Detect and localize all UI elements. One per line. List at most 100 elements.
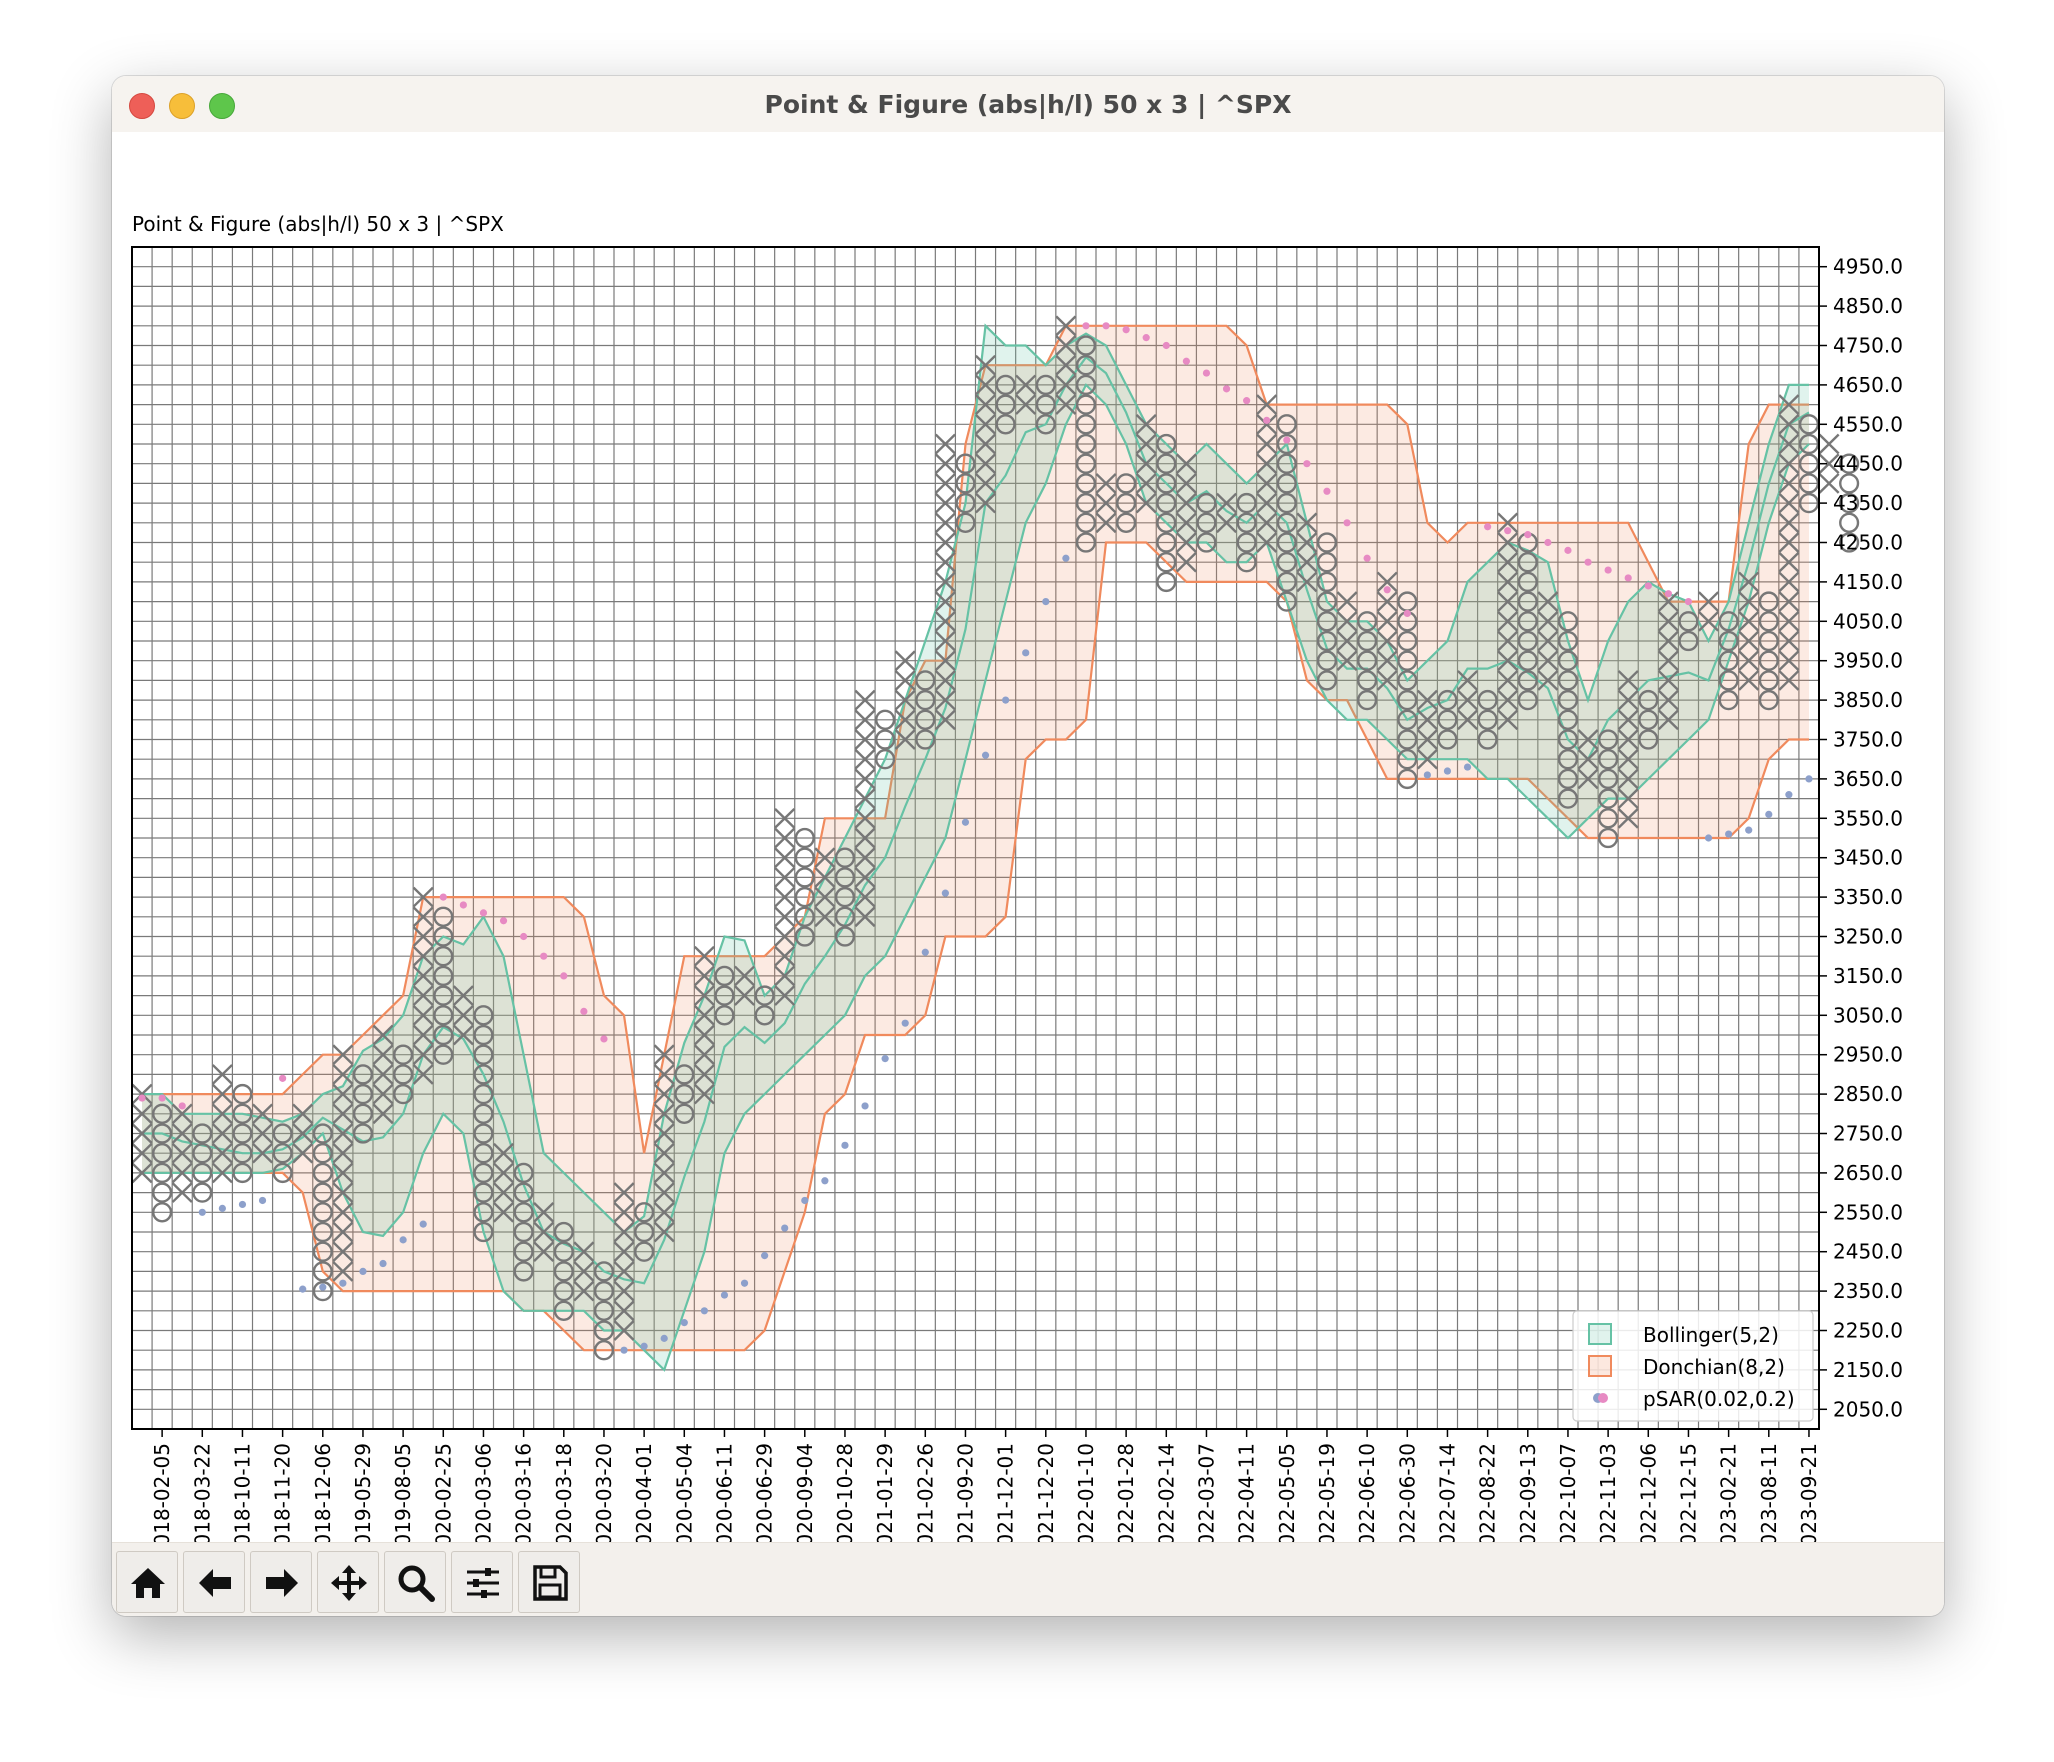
- o-mark: [1075, 374, 1097, 396]
- y-tick-label: 3450.0: [1833, 846, 1903, 870]
- psar-dot: [1303, 460, 1311, 468]
- y-tick-label: 2350.0: [1833, 1279, 1903, 1303]
- legend-label: pSAR(0.02,0.2): [1643, 1387, 1795, 1411]
- o-mark: [1156, 571, 1177, 593]
- x-mark: [774, 906, 796, 928]
- home-button[interactable]: [116, 1551, 178, 1613]
- x-mark: [975, 394, 997, 415]
- x-mark: [131, 1162, 153, 1184]
- x-mark: [1296, 532, 1318, 553]
- psar-dot: [1725, 830, 1733, 838]
- x-mark: [1055, 335, 1077, 356]
- x-mark: [131, 1123, 153, 1144]
- x-mark: [1175, 512, 1197, 534]
- configure-subplots-button[interactable]: [451, 1551, 513, 1613]
- x-tick-label: 2022-12-15: [1676, 1443, 1700, 1542]
- x-mark: [332, 1103, 354, 1125]
- psar-dot: [499, 917, 508, 925]
- y-tick-label: 3750.0: [1833, 728, 1903, 752]
- o-mark: [1678, 630, 1699, 652]
- x-mark: [412, 1064, 434, 1085]
- back-button[interactable]: [183, 1551, 245, 1613]
- o-mark: [1517, 552, 1538, 573]
- x-mark: [774, 985, 796, 1006]
- save-button[interactable]: [518, 1551, 580, 1613]
- psar-dot: [1363, 554, 1371, 562]
- minimize-window-button[interactable]: [169, 93, 195, 119]
- x-mark: [252, 1123, 274, 1144]
- figure-canvas[interactable]: Point & Figure (abs|h/l) 50 x 3 | ^SPX 20…: [112, 132, 1944, 1559]
- o-mark: [152, 1182, 173, 1203]
- pan-button[interactable]: [317, 1551, 379, 1613]
- psar-dot: [560, 972, 568, 980]
- psar-dot: [1564, 546, 1572, 554]
- x-mark: [653, 1083, 675, 1105]
- o-mark: [433, 906, 454, 927]
- forward-button[interactable]: [250, 1551, 312, 1613]
- navigation-toolbar: [112, 1542, 1944, 1616]
- x-tick-label: 2022-12-06: [1636, 1443, 1660, 1542]
- x-mark: [372, 1064, 394, 1085]
- x-mark: [1738, 630, 1760, 652]
- psar-dot: [158, 1094, 166, 1102]
- y-tick-label: 2550.0: [1833, 1200, 1903, 1224]
- o-mark: [433, 926, 454, 947]
- x-mark: [693, 985, 715, 1006]
- y-tick-label: 2650.0: [1833, 1161, 1903, 1185]
- o-mark: [1839, 512, 1860, 533]
- o-mark: [1156, 433, 1177, 455]
- psar-dot: [1584, 558, 1592, 566]
- x-mark: [1497, 650, 1519, 672]
- o-mark: [393, 1044, 414, 1065]
- x-mark: [653, 1064, 675, 1085]
- x-tick-label: 2022-10-07: [1556, 1443, 1580, 1542]
- o-mark: [473, 1202, 494, 1223]
- psar-dot: [1463, 763, 1472, 771]
- x-tick-label: 2020-06-29: [753, 1443, 777, 1542]
- y-tick-label: 2050.0: [1833, 1397, 1903, 1421]
- psar-dot: [439, 893, 447, 901]
- pan-icon: [331, 1565, 367, 1601]
- close-window-button[interactable]: [129, 93, 155, 119]
- o-mark: [1276, 571, 1297, 593]
- x-mark: [975, 413, 997, 435]
- o-mark: [1397, 630, 1418, 652]
- x-mark: [292, 1123, 314, 1144]
- x-mark: [653, 1044, 675, 1066]
- y-tick-label: 3850.0: [1833, 688, 1903, 712]
- o-mark: [1557, 630, 1579, 652]
- o-mark: [875, 729, 896, 750]
- x-mark: [1497, 512, 1519, 534]
- o-mark: [192, 1162, 213, 1184]
- o-mark: [553, 1261, 574, 1282]
- x-mark: [854, 906, 876, 928]
- o-mark: [312, 1202, 333, 1223]
- maximize-window-button[interactable]: [209, 93, 235, 119]
- psar-dot: [1604, 566, 1612, 574]
- o-mark: [794, 906, 815, 927]
- x-mark: [1617, 729, 1639, 750]
- o-mark: [875, 749, 896, 770]
- zoom-button[interactable]: [384, 1551, 446, 1613]
- o-mark: [1035, 374, 1056, 396]
- x-mark: [653, 1142, 675, 1164]
- o-mark: [312, 1221, 333, 1243]
- o-mark: [593, 1320, 615, 1341]
- psar-dot: [138, 1094, 146, 1102]
- x-tick-label: 2019-08-05: [391, 1443, 415, 1542]
- o-mark: [312, 1123, 333, 1144]
- o-mark: [1316, 650, 1338, 671]
- x-mark: [1416, 689, 1438, 711]
- psar-dot: [1022, 649, 1030, 657]
- x-mark: [1256, 394, 1278, 415]
- o-mark: [634, 1202, 655, 1223]
- x-tick-label: 2023-09-21: [1797, 1443, 1821, 1542]
- o-mark: [1075, 473, 1097, 494]
- x-mark: [493, 1142, 515, 1164]
- o-mark: [1638, 709, 1659, 730]
- o-mark: [352, 1103, 374, 1124]
- x-mark: [975, 492, 997, 514]
- pnf-chart[interactable]: Point & Figure (abs|h/l) 50 x 3 | ^SPX 20…: [112, 132, 1944, 1559]
- x-mark: [854, 729, 876, 750]
- x-mark: [653, 1103, 675, 1125]
